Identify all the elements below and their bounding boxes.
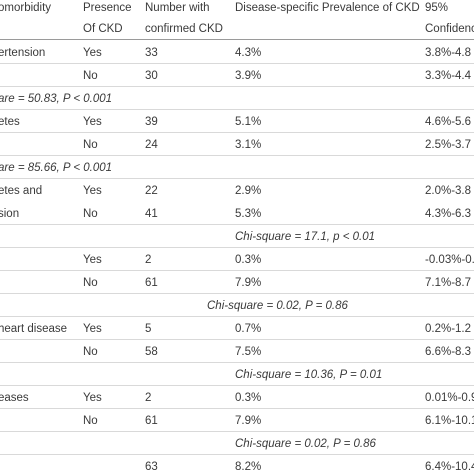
row-rule	[0, 63, 474, 64]
row-presence: No	[83, 208, 98, 220]
row-rule	[0, 431, 474, 432]
row-number: 33	[145, 47, 158, 59]
row-ci: 0.2%-1.2	[425, 323, 472, 335]
header-comorbidity: omorbidity	[0, 2, 52, 14]
row-prevalence: 3.1%	[235, 139, 262, 151]
row-rule	[0, 247, 474, 248]
row-rule	[0, 270, 474, 271]
row-presence: Yes	[83, 47, 102, 59]
row-number: 24	[145, 139, 158, 151]
header-ci-line2: Confidenc	[425, 23, 474, 35]
row-ci: 2.5%-3.7	[425, 139, 472, 151]
row-presence: No	[83, 277, 98, 289]
row-prevalence: 0.3%	[235, 392, 262, 404]
row-presence: No	[83, 346, 98, 358]
row-prevalence: 5.1%	[235, 116, 262, 128]
row-presence: No	[83, 139, 98, 151]
row-ci: 6.4%-10.4	[425, 461, 474, 473]
row-label: ertension	[0, 47, 46, 59]
row-rule	[0, 178, 474, 179]
row-ci: 6.6%-8.3	[425, 346, 472, 358]
header-ci-line1: 95%	[425, 2, 449, 14]
row-prevalence: 0.7%	[235, 323, 262, 335]
header-presence-line1: Presence	[83, 2, 132, 14]
row-rule	[0, 316, 474, 317]
row-rule	[0, 155, 474, 156]
row-number: 61	[145, 277, 158, 289]
row-prevalence: 7.9%	[235, 415, 262, 427]
row-rule	[0, 86, 474, 87]
row-number: 63	[145, 461, 158, 473]
header-rule	[0, 39, 474, 40]
row-ci: 3.3%-4.4	[425, 70, 472, 82]
row-label: etes	[0, 116, 20, 128]
row-prevalence: 0.3%	[235, 254, 262, 266]
row-presence: Yes	[83, 116, 102, 128]
row-ci: 3.8%-4.8	[425, 47, 472, 59]
row-prevalence: 4.3%	[235, 47, 262, 59]
row-rule	[0, 408, 474, 409]
row-prevalence: 2.9%	[235, 185, 262, 197]
row-number: 22	[145, 185, 158, 197]
row-prevalence: 7.9%	[235, 277, 262, 289]
row-number: 5	[145, 323, 152, 335]
row-presence: Yes	[83, 185, 102, 197]
stat-text: are = 85.66, P < 0.001	[0, 162, 113, 174]
row-presence: Yes	[83, 392, 102, 404]
stat-text: Chi-square = 10.36, P = 0.01	[235, 369, 383, 381]
row-number: 61	[145, 415, 158, 427]
stat-text: Chi-square = 0.02, P = 0.86	[207, 300, 348, 312]
row-ci: 6.1%-10.1	[425, 415, 474, 427]
row-prevalence: 8.2%	[235, 461, 262, 473]
row-prevalence: 5.3%	[235, 208, 262, 220]
row-ci: 0.01%-0.9	[425, 392, 474, 404]
row-ci: 4.3%-6.3	[425, 208, 472, 220]
stat-text: are = 50.83, P < 0.001	[0, 93, 113, 105]
row-label: eases	[0, 392, 29, 404]
row-ci: 7.1%-8.7	[425, 277, 472, 289]
row-rule	[0, 339, 474, 340]
row-presence: No	[83, 70, 98, 82]
row-rule	[0, 362, 474, 363]
row-number: 58	[145, 346, 158, 358]
header-prevalence: Disease-specific Prevalence of CKD	[235, 2, 420, 14]
header-presence-line2: Of CKD	[83, 23, 123, 35]
header-number-line2: confirmed CKD	[145, 23, 223, 35]
row-presence: No	[83, 415, 98, 427]
row-rule	[0, 293, 474, 294]
row-label: sion	[0, 208, 20, 220]
row-prevalence: 3.9%	[235, 70, 262, 82]
row-rule	[0, 224, 474, 225]
stat-text: Chi-square = 0.02, P = 0.86	[235, 438, 376, 450]
row-rule	[0, 454, 474, 455]
row-ci: 2.0%-3.8	[425, 185, 472, 197]
row-rule	[0, 385, 474, 386]
row-presence: Yes	[83, 323, 102, 335]
row-number: 2	[145, 254, 152, 266]
row-rule	[0, 109, 474, 110]
row-ci: 4.6%-5.6	[425, 116, 472, 128]
header-number-line1: Number with	[145, 2, 210, 14]
stat-text: Chi-square = 17.1, p < 0.01	[235, 231, 376, 243]
row-prevalence: 7.5%	[235, 346, 262, 358]
row-rule	[0, 132, 474, 133]
row-presence: Yes	[83, 254, 102, 266]
row-label: etes and	[0, 185, 43, 197]
row-number: 41	[145, 208, 158, 220]
row-number: 39	[145, 116, 158, 128]
row-number: 30	[145, 70, 158, 82]
row-label: heart disease	[0, 323, 68, 335]
row-number: 2	[145, 392, 152, 404]
row-ci: -0.03%-0.6	[425, 254, 474, 266]
